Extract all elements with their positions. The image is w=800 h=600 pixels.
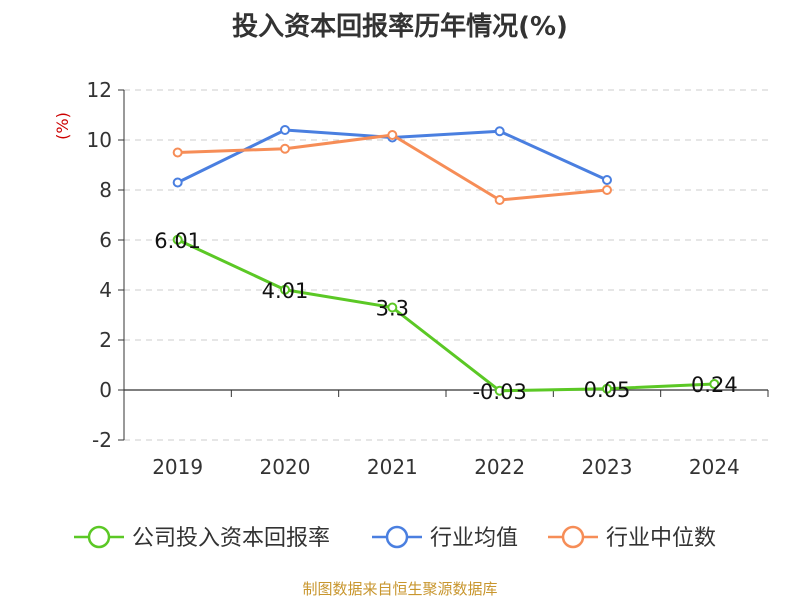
data-label: -0.03 (472, 380, 526, 404)
x-tick-label: 2024 (689, 455, 740, 479)
legend-label: 行业中位数 (606, 526, 716, 551)
x-tick-label: 2021 (367, 455, 418, 479)
data-label: 3.3 (376, 297, 409, 321)
series-line (177, 238, 715, 393)
legend-marker (561, 525, 585, 549)
data-point (280, 125, 290, 135)
legend-marker (87, 525, 111, 549)
x-tick-label: 2019 (152, 455, 203, 479)
x-tick-label: 2022 (474, 455, 525, 479)
data-point (494, 126, 505, 137)
axes: -2 0 2 4 6 8 10 12 2019 2020 2021 2022 2023 2024 (87, 78, 769, 479)
x-tick-label: 2020 (260, 455, 311, 479)
legend-label: 公司投入资本回报率 (132, 526, 330, 551)
data-point (709, 379, 720, 389)
y-tick-label: -2 (92, 428, 112, 452)
legend: 公司投入资本回报率 行业均值 行业中位数 (74, 525, 716, 551)
data-point (494, 195, 505, 205)
data-point (280, 143, 290, 154)
chart-title: 投入资本回报率历年情况(%) (232, 12, 568, 42)
source-note: 制图数据来自恒生聚源数据库 (302, 580, 498, 598)
x-tick-label: 2023 (582, 455, 633, 479)
data-label: 0.05 (584, 378, 631, 402)
y-tick-label: 0 (99, 378, 112, 402)
data-label: 4.01 (262, 279, 309, 303)
data-label: 6.01 (154, 229, 201, 253)
data-point (602, 185, 612, 195)
series-lines (172, 125, 720, 396)
y-axis-label: (%) (53, 112, 72, 140)
y-tick-label: 6 (99, 228, 112, 252)
legend-label: 行业均值 (430, 526, 518, 551)
data-point (387, 130, 398, 140)
legend-marker (385, 525, 409, 549)
data-point (172, 147, 183, 158)
data-point (387, 302, 398, 313)
data-label: 0.24 (691, 373, 738, 397)
data-point (602, 383, 612, 394)
y-tick-label: 4 (99, 278, 112, 302)
y-tick-label: 10 (87, 128, 112, 152)
y-tick-label: 8 (99, 178, 112, 202)
y-tick-label: 2 (99, 328, 112, 352)
data-point (172, 234, 183, 245)
data-point (280, 284, 290, 295)
data-point (172, 177, 183, 188)
data-point (494, 385, 505, 396)
y-tick-label: 12 (87, 78, 112, 102)
data-point (602, 175, 612, 185)
grid-lines (124, 89, 768, 441)
data-labels: 6.01 4.01 3.3 -0.03 0.05 0.24 (154, 229, 737, 404)
